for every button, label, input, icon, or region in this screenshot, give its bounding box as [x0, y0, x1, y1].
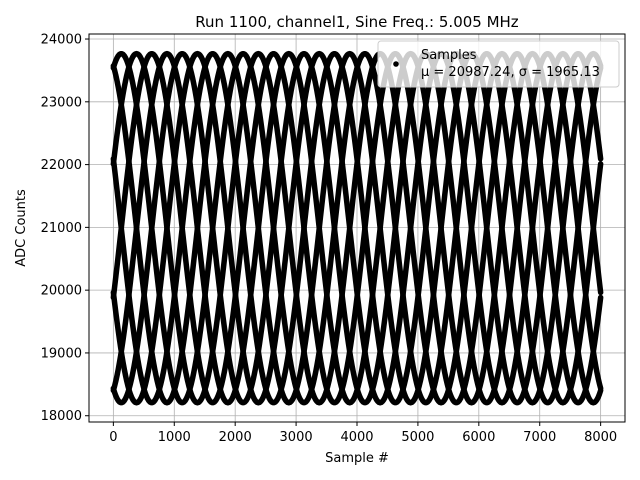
x-axis: 0 1000 2000 3000 4000 5000 6000 7000 8000: [109, 422, 617, 445]
x-tick-label: 1000: [158, 430, 191, 445]
x-axis-label: Sample #: [325, 451, 389, 466]
sample-trace: [110, 50, 604, 406]
sample-trace: [110, 50, 604, 406]
plot-area: [110, 50, 604, 406]
y-tick-label: 22000: [41, 158, 82, 173]
x-tick-label: 6000: [462, 430, 495, 445]
y-tick-label: 20000: [41, 284, 82, 299]
x-tick-label: 0: [109, 430, 117, 445]
y-tick-label: 21000: [41, 221, 82, 236]
legend-marker: [393, 61, 399, 67]
legend: Samples μ = 20987.24, σ = 1965.13: [377, 40, 620, 88]
sample-trace: [110, 50, 604, 406]
x-tick-label: 3000: [280, 430, 313, 445]
y-tick-label: 24000: [41, 33, 82, 48]
y-axis-label: ADC Counts: [14, 189, 29, 267]
legend-box: [377, 40, 620, 88]
legend-stats: μ = 20987.24, σ = 1965.13: [421, 65, 600, 80]
y-tick-label: 23000: [41, 95, 82, 110]
y-tick-label: 19000: [41, 346, 82, 361]
x-tick-label: 5000: [401, 430, 434, 445]
chart-title: Run 1100, channel1, Sine Freq.: 5.005 MH…: [195, 13, 519, 31]
sample-trace: [110, 50, 604, 406]
x-tick-label: 2000: [219, 430, 252, 445]
x-tick-label: 8000: [584, 430, 617, 445]
legend-label: Samples: [421, 48, 477, 63]
y-axis: 18000 19000 20000 21000 22000 23000 24000: [41, 33, 89, 424]
x-tick-label: 4000: [340, 430, 373, 445]
x-tick-label: 7000: [523, 430, 556, 445]
y-tick-label: 18000: [41, 409, 82, 424]
